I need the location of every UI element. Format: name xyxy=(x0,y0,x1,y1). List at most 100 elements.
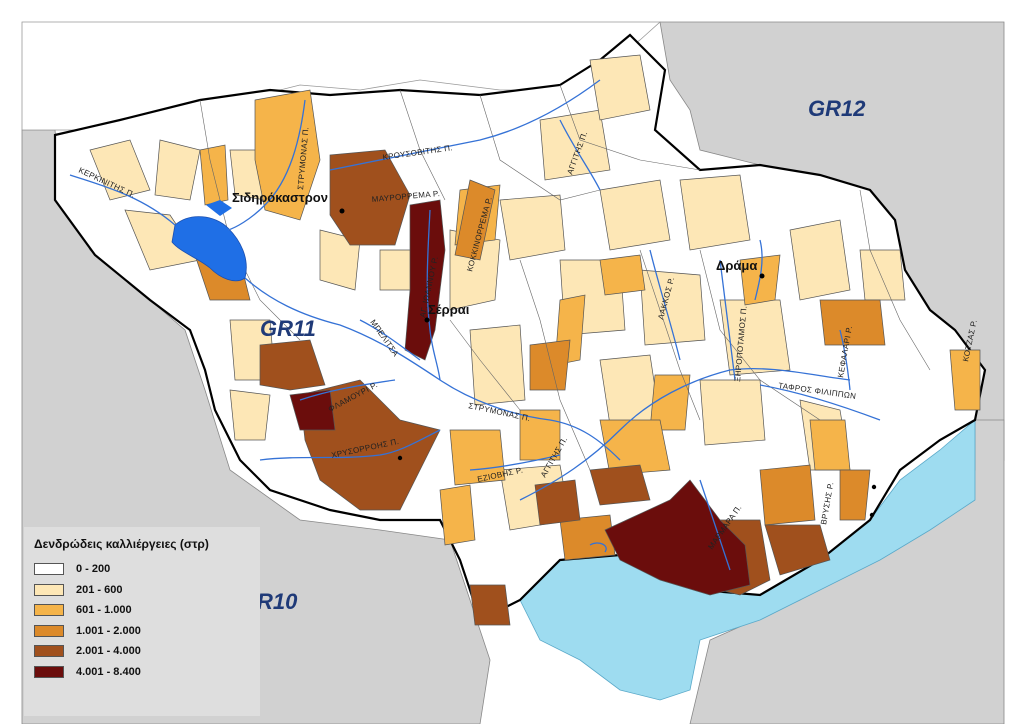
district-mid-6 xyxy=(839,469,871,521)
district-light-14 xyxy=(719,299,791,376)
region-label-gr10: R10 xyxy=(257,589,298,614)
city-label-drama: Δράμα xyxy=(716,258,757,273)
legend-swatch-1 xyxy=(34,583,64,596)
river-tafros xyxy=(759,384,881,421)
river-chrysorrois xyxy=(259,429,441,461)
river-eziovis xyxy=(469,454,561,471)
river-xiropotamos xyxy=(719,259,736,381)
river-angitis-north xyxy=(559,119,601,191)
district-medium-11 xyxy=(439,484,476,546)
legend-swatch-4 xyxy=(34,645,64,658)
river-delta xyxy=(589,542,607,553)
district-mid-4 xyxy=(529,339,571,391)
rivers xyxy=(69,79,881,571)
region-label-gr11: GR11 xyxy=(260,316,316,341)
district-light-10 xyxy=(599,179,671,251)
legend-title: Δενδρώδεις καλλιέργειες (στρ) xyxy=(34,537,209,551)
district-light-7 xyxy=(499,194,566,261)
district-dark-2 xyxy=(259,339,326,391)
legend-label-4: 2.001 - 4.000 xyxy=(76,645,141,658)
legend-label-1: 201 - 600 xyxy=(76,583,123,596)
district-light-11 xyxy=(679,174,751,251)
district-darkest-3 xyxy=(604,479,751,596)
district-mid-5 xyxy=(759,464,816,526)
boundary-line-6 xyxy=(519,259,591,471)
district-medium-4 xyxy=(599,254,646,296)
legend-row: 4.001 - 8.400 xyxy=(34,662,250,683)
district-medium-9 xyxy=(449,429,506,486)
city-marker-chrysoupolis xyxy=(397,455,403,461)
boundary-line-8 xyxy=(859,189,931,371)
district-light-18 xyxy=(699,379,766,446)
boundary-line-7 xyxy=(449,319,521,411)
district-medium-8 xyxy=(599,419,671,476)
legend-label-3: 1.001 - 2.000 xyxy=(76,624,141,637)
city-marker-coast-1 xyxy=(871,484,877,490)
district-dark-3 xyxy=(299,379,441,511)
lakes xyxy=(171,200,247,282)
district-mid-7 xyxy=(559,514,616,561)
boundary-line-5 xyxy=(699,249,821,421)
legend-row: 2.001 - 4.000 xyxy=(34,641,250,662)
district-medium-1 xyxy=(254,89,321,221)
legend-row: 201 - 600 xyxy=(34,580,250,601)
districts xyxy=(89,54,981,626)
city-label-serrai: Σέρραι xyxy=(428,302,470,317)
district-light-2 xyxy=(154,139,201,201)
district-light-1 xyxy=(89,139,151,201)
region-label-gr12: GR12 xyxy=(808,96,866,121)
boundary-line-3 xyxy=(479,94,601,201)
boundary-line-2 xyxy=(399,89,446,201)
district-mid-3 xyxy=(819,299,886,346)
legend-swatch-5 xyxy=(34,665,64,678)
district-darkest-1 xyxy=(404,199,446,361)
district-dark-7 xyxy=(469,584,511,626)
city-marker-coast-2 xyxy=(869,512,875,518)
map-legend: Δενδρώδεις καλλιέργειες (στρ) 0 - 200 20… xyxy=(24,527,260,716)
lake-kerkini xyxy=(171,216,247,282)
district-dark-1 xyxy=(329,149,411,246)
legend-row: 0 - 200 xyxy=(34,559,250,580)
district-light-17 xyxy=(599,354,661,426)
river-krousovitis xyxy=(329,79,601,171)
district-dark-4 xyxy=(589,464,651,506)
legend-swatch-2 xyxy=(34,604,64,617)
legend-label-0: 0 - 200 xyxy=(76,563,111,576)
river-belitsa xyxy=(359,319,421,361)
city-label-sidirokastron: Σιδηρόκαστρον xyxy=(232,190,328,205)
district-light-15 xyxy=(789,219,851,301)
district-dark-6 xyxy=(764,524,831,576)
district-mid-2 xyxy=(454,179,496,261)
legend-swatch-0 xyxy=(34,563,64,576)
legend-swatch-3 xyxy=(34,624,64,637)
cities: Σιδηρόκαστρον Σέρραι Δράμα xyxy=(232,190,877,518)
district-light-8 xyxy=(539,109,611,181)
region-labels: GR12 GR11 R10 xyxy=(257,96,866,614)
city-marker-drama xyxy=(759,273,765,279)
river-lakkos xyxy=(649,249,681,361)
district-light-13 xyxy=(639,269,706,346)
district-light-16 xyxy=(469,324,526,406)
boundary-line-4 xyxy=(559,84,701,171)
district-medium-10 xyxy=(519,409,561,461)
district-light-22 xyxy=(229,389,271,441)
legend-label-2: 601 - 1.000 xyxy=(76,604,132,617)
river-ag-ioannis xyxy=(426,209,441,381)
boundary-line-9 xyxy=(639,249,701,421)
legend-row: 1.001 - 2.000 xyxy=(34,621,250,642)
river-flamouri xyxy=(299,379,396,401)
river-kefalari xyxy=(839,329,851,391)
district-light-24 xyxy=(859,249,906,301)
river-marmara xyxy=(699,479,731,571)
district-dark-8 xyxy=(534,479,581,526)
legend-label-5: 4.001 - 8.400 xyxy=(76,665,141,678)
river-drama-tributary xyxy=(754,239,763,301)
district-light-9 xyxy=(589,54,651,121)
lake-reservoir xyxy=(206,200,232,216)
river-kerkinitis xyxy=(69,174,176,226)
river-strymonas-upper xyxy=(227,99,306,231)
district-medium-12 xyxy=(949,349,981,411)
district-medium-13 xyxy=(809,419,851,471)
